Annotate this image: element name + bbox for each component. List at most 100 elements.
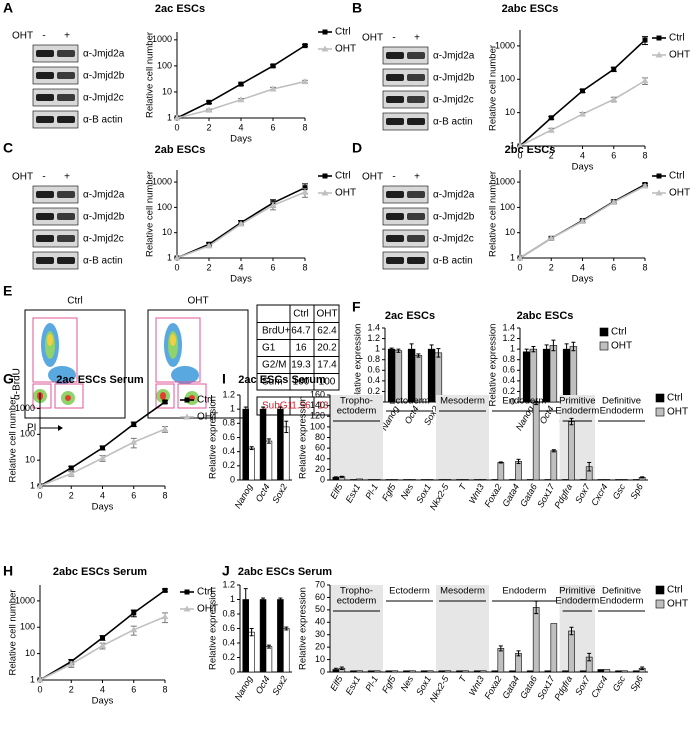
y-axis-label: Relative expression <box>298 396 309 479</box>
x-tick-label: Elf5 <box>328 481 345 500</box>
flow-gates <box>32 317 207 409</box>
group-shade <box>436 395 489 480</box>
group-label: Endoderm <box>600 596 644 607</box>
y-axis-label: Relative cell number <box>8 589 19 675</box>
bar <box>259 599 267 673</box>
data-point <box>206 99 212 105</box>
data-point <box>99 454 106 461</box>
x-tick-label: Nes <box>399 674 416 693</box>
bar <box>597 479 605 481</box>
blot-band <box>36 116 54 123</box>
data-point <box>269 201 277 208</box>
bar <box>497 648 505 673</box>
legend-swatch <box>599 327 609 337</box>
bar <box>277 599 284 673</box>
bar <box>526 670 534 673</box>
legend-label: OHT <box>611 341 632 352</box>
x-tick-label: Oct4 <box>254 674 272 695</box>
blot-lane: + <box>414 33 420 44</box>
blot-band <box>36 213 54 220</box>
x-tick-label: 0 <box>37 684 42 694</box>
x-tick-label: 2 <box>69 684 74 694</box>
x-axis-label: Days <box>572 162 594 173</box>
y-tick-label: 1 <box>230 404 235 414</box>
data-point <box>516 254 524 261</box>
y-tick-label: 0.2 <box>367 386 380 396</box>
y-tick-label: 10 <box>505 107 515 117</box>
x-tick-label: Sox2 <box>270 482 289 505</box>
group-label: Endoderm <box>555 596 599 607</box>
bar <box>367 479 375 481</box>
table-cell: SubG1 <box>262 401 294 412</box>
flow-arrow-head <box>58 425 63 431</box>
y-tick-label: 60 <box>315 443 325 453</box>
data-point <box>237 220 245 227</box>
blot-lane: - <box>42 172 45 183</box>
x-tick-label: 2 <box>549 150 554 160</box>
blot-label: α-B actin <box>83 256 123 267</box>
blot-band <box>36 50 54 57</box>
x-tick-label: 2 <box>549 262 554 272</box>
y-tick-label: 60 <box>315 592 325 602</box>
flow-x-label: PI <box>27 423 36 434</box>
bar <box>444 479 452 481</box>
x-tick-label: 0 <box>174 122 179 132</box>
blot-band <box>407 235 425 242</box>
table-cell: 100 <box>319 377 336 388</box>
bar <box>438 479 446 481</box>
blot-band <box>407 257 425 264</box>
y-tick-label: 0.6 <box>222 623 235 633</box>
blot-label: α-Jmjd2a <box>433 190 475 201</box>
legend-label: OHT <box>197 604 218 615</box>
x-tick-label: 8 <box>302 122 307 132</box>
blot-band <box>36 257 54 264</box>
bar <box>497 462 505 481</box>
table-cell: 64.7 <box>291 326 311 337</box>
x-tick-label: Pdgfra <box>552 674 574 702</box>
group-label: Mesoderm <box>440 396 485 407</box>
blot-band <box>386 52 404 59</box>
y-tick-label: 1.2 <box>367 333 380 343</box>
blot-band <box>57 191 75 198</box>
blot-label: α-Jmjd2b <box>433 212 475 223</box>
y-tick-label: 10 <box>25 648 35 658</box>
y-tick-label: 0.8 <box>502 354 515 364</box>
blot-strip <box>32 207 79 226</box>
legend-swatch <box>655 393 665 403</box>
data-point <box>36 482 44 489</box>
bar <box>632 479 640 481</box>
y-tick-label: 1.2 <box>502 333 515 343</box>
table-header: Ctrl <box>293 309 309 320</box>
data-point <box>173 254 181 261</box>
bar <box>248 631 255 673</box>
y-axis-label: Relative cell number <box>488 171 499 257</box>
y-tick-label: 0.6 <box>367 365 380 375</box>
data-point <box>516 142 524 149</box>
bar <box>259 408 267 481</box>
x-tick-label: Pl-1 <box>363 482 380 501</box>
legend-marker <box>655 189 663 196</box>
x-tick-label: 6 <box>131 490 136 500</box>
table-cell: 20.2 <box>317 343 337 354</box>
bar <box>568 630 575 673</box>
x-tick-label: 0 <box>517 150 522 160</box>
legend-marker <box>321 45 329 52</box>
bar <box>403 670 410 673</box>
blot-band <box>57 94 75 101</box>
x-tick-label: 4 <box>580 150 585 160</box>
bar <box>509 670 516 673</box>
y-axis-label: Relative expression <box>353 324 364 407</box>
blot-header: OHT <box>362 33 383 44</box>
x-tick-label: 6 <box>270 122 275 132</box>
table-cell: 62.4 <box>317 326 337 337</box>
group-label: Definitive <box>602 396 641 407</box>
blot-band <box>57 213 75 220</box>
data-point <box>67 470 75 477</box>
y-tick-label: 10 <box>162 86 172 96</box>
data-point <box>131 610 137 616</box>
chart-title: 2abc ESCs Serum <box>238 566 332 578</box>
table-cell: 1.56 <box>291 401 311 412</box>
legend-swatch <box>599 341 609 351</box>
x-tick-label: 6 <box>131 684 136 694</box>
table-cell: Sum <box>262 377 283 388</box>
